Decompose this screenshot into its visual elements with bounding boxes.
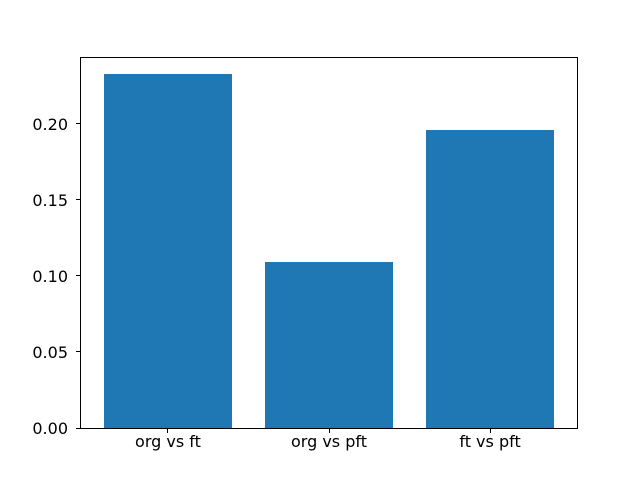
x-axis-tick (489, 429, 491, 433)
y-axis-tick-label: 0.20 (32, 114, 68, 134)
y-axis-tick-label: 0.05 (32, 342, 68, 362)
bar-org-vs-pft (264, 262, 394, 428)
y-axis-tick-label: 0.15 (32, 190, 68, 210)
bar-ft-vs-pft (425, 130, 555, 428)
x-axis-tick-label-org-vs-pft: org vs pft (291, 432, 367, 451)
y-axis-tick (76, 123, 80, 125)
y-axis-tick-label: 0.10 (32, 266, 68, 286)
x-axis-tick-label-ft-vs-pft: ft vs pft (459, 432, 521, 451)
y-axis-tick (76, 199, 80, 201)
x-axis-tick (328, 429, 330, 433)
x-axis-tick (167, 429, 169, 433)
x-axis-tick-label-org-vs-ft: org vs ft (135, 432, 201, 451)
y-axis-tick (76, 351, 80, 353)
plot-area (80, 57, 578, 429)
y-axis-tick (76, 275, 80, 277)
bar-org-vs-ft (103, 73, 233, 428)
y-axis-tick-label: 0.00 (32, 419, 68, 438)
y-axis-tick (76, 427, 80, 429)
